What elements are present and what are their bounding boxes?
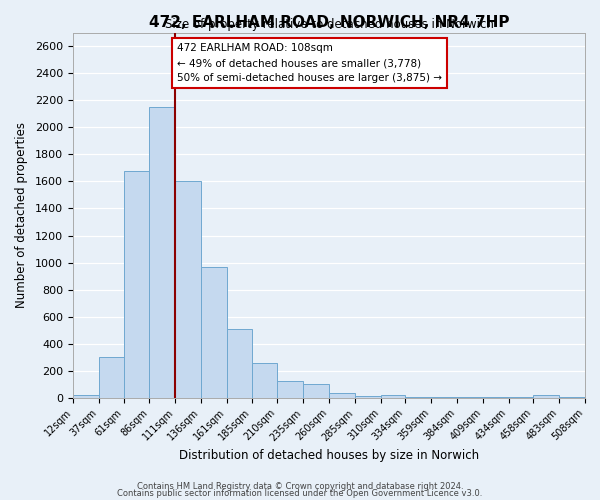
Bar xyxy=(251,364,277,398)
Bar xyxy=(457,397,483,398)
Bar xyxy=(380,395,406,398)
Bar xyxy=(201,266,227,398)
Bar xyxy=(303,384,329,398)
Bar xyxy=(355,396,380,398)
Title: 472, EARLHAM ROAD, NORWICH, NR4 7HP: 472, EARLHAM ROAD, NORWICH, NR4 7HP xyxy=(149,15,509,30)
Bar xyxy=(227,329,251,398)
Bar xyxy=(509,397,533,398)
Bar xyxy=(329,392,355,398)
Y-axis label: Number of detached properties: Number of detached properties xyxy=(15,122,28,308)
Bar xyxy=(406,396,431,398)
Text: Contains public sector information licensed under the Open Government Licence v3: Contains public sector information licen… xyxy=(118,490,482,498)
Text: Contains HM Land Registry data © Crown copyright and database right 2024.: Contains HM Land Registry data © Crown c… xyxy=(137,482,463,491)
Bar xyxy=(124,170,149,398)
Bar xyxy=(277,381,303,398)
Text: 472 EARLHAM ROAD: 108sqm
← 49% of detached houses are smaller (3,778)
50% of sem: 472 EARLHAM ROAD: 108sqm ← 49% of detach… xyxy=(177,44,442,83)
Bar xyxy=(431,397,457,398)
Text: Size of property relative to detached houses in Norwich: Size of property relative to detached ho… xyxy=(164,18,493,30)
X-axis label: Distribution of detached houses by size in Norwich: Distribution of detached houses by size … xyxy=(179,450,479,462)
Bar xyxy=(149,107,175,398)
Bar xyxy=(175,182,201,398)
Bar xyxy=(559,397,585,398)
Bar xyxy=(483,397,509,398)
Bar xyxy=(533,395,559,398)
Bar xyxy=(73,395,99,398)
Bar xyxy=(99,358,124,398)
